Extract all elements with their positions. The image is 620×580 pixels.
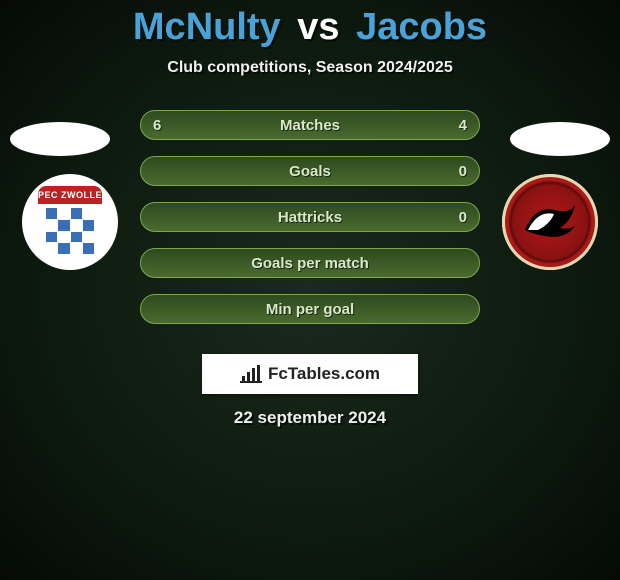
team1-crest-pattern [46, 208, 94, 254]
stat-label: Matches [280, 117, 340, 134]
page-title: McNulty vs Jacobs [0, 0, 620, 49]
stat-row-goals: Goals 0 [140, 156, 480, 186]
stat-label: Goals per match [251, 255, 369, 272]
vs-text: vs [297, 6, 339, 48]
stat-label: Min per goal [266, 301, 354, 318]
stat-label: Goals [289, 163, 331, 180]
stat-row-hattricks: Hattricks 0 [140, 202, 480, 232]
stat-value-left: 6 [153, 117, 161, 134]
player1-photo-placeholder [10, 122, 110, 156]
team1-crest-label: PEC ZWOLLE [38, 186, 102, 204]
stat-bars: 6 Matches 4 Goals 0 Hattricks 0 Goals pe… [140, 110, 480, 340]
team1-crest: PEC ZWOLLE [22, 174, 118, 270]
player2-photo-placeholder [510, 122, 610, 156]
stat-label: Hattricks [278, 209, 342, 226]
stat-value-right: 0 [459, 163, 467, 180]
stat-row-goals-per-match: Goals per match [140, 248, 480, 278]
subtitle: Club competitions, Season 2024/2025 [0, 59, 620, 77]
bar-chart-icon [240, 365, 262, 383]
watermark-text: FcTables.com [268, 364, 380, 384]
team2-crest [502, 174, 598, 270]
stat-row-min-per-goal: Min per goal [140, 294, 480, 324]
comparison-card: McNulty vs Jacobs Club competitions, Sea… [0, 0, 620, 580]
team2-crest-bird-icon [520, 200, 580, 244]
watermark[interactable]: FcTables.com [202, 354, 418, 394]
stat-row-matches: 6 Matches 4 [140, 110, 480, 140]
player1-name: McNulty [133, 6, 281, 48]
date-text: 22 september 2024 [0, 408, 620, 428]
stat-value-right: 0 [459, 209, 467, 226]
stat-value-right: 4 [459, 117, 467, 134]
player2-name: Jacobs [356, 6, 487, 48]
